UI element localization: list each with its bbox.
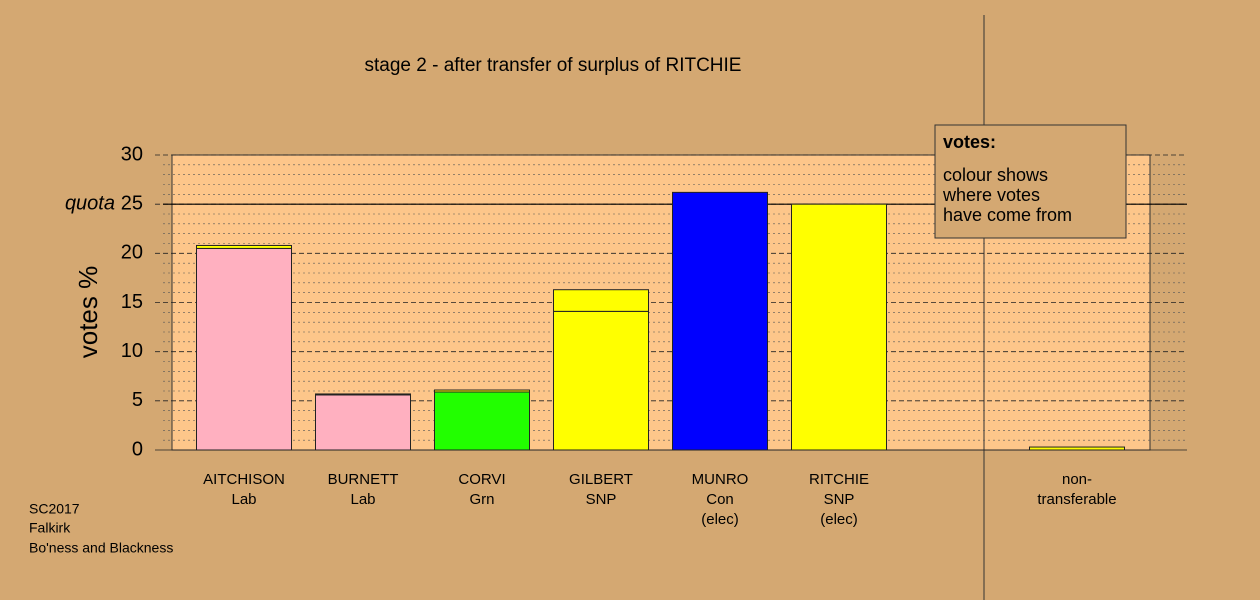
legend-text: have come from <box>943 205 1072 225</box>
footer-text: Falkirk <box>29 520 71 536</box>
x-tick-label: (elec) <box>701 511 739 528</box>
x-tick-label: Lab <box>231 491 256 508</box>
y-tick-label: 15 <box>121 291 143 313</box>
y-tick-label: 0 <box>132 438 143 460</box>
bar-segment <box>315 394 411 451</box>
x-tick-label: non- <box>1062 471 1092 488</box>
x-tick-label: GILBERT <box>569 471 633 488</box>
y-tick-label: 30 <box>121 143 143 165</box>
footer-text: Bo'ness and Blackness <box>29 540 173 556</box>
legend-title: votes: <box>943 132 996 152</box>
x-tick-label: SNP <box>586 491 617 508</box>
footer-text: SC2017 <box>29 501 80 517</box>
x-tick-label: BURNETT <box>328 471 399 488</box>
chart-title: stage 2 - after transfer of surplus of R… <box>365 55 742 76</box>
x-tick-label: (elec) <box>820 511 858 528</box>
bar-segment <box>791 203 887 451</box>
legend-text: where votes <box>942 185 1040 205</box>
x-tick-label: Lab <box>350 491 375 508</box>
bar-segment <box>434 389 530 393</box>
bar-segment <box>196 247 292 451</box>
legend-box <box>934 124 1127 239</box>
x-tick-label: Con <box>706 491 734 508</box>
y-tick-label: 25 <box>121 192 143 214</box>
x-tick-label: AITCHISON <box>203 471 285 488</box>
bar-segment <box>315 393 411 396</box>
bar-segment <box>672 191 768 451</box>
bar-segment <box>434 391 530 451</box>
legend-text: colour shows <box>943 165 1048 185</box>
plot: 0 5 10 15 20 25 30 quota AITCHISON Lab BURNETT Lab C… <box>65 143 1187 528</box>
bar-segment <box>196 244 292 249</box>
x-tick-label: RITCHIE <box>809 471 869 488</box>
y-tick-label: 5 <box>132 389 143 411</box>
quota-label: quota <box>65 192 115 214</box>
x-tick-label: transferable <box>1037 491 1116 508</box>
x-tick-label: SNP <box>824 491 855 508</box>
y-tick-label: 20 <box>121 242 143 264</box>
y-axis-label: votes % <box>73 266 103 359</box>
bar-segment <box>553 289 649 312</box>
bar-segment <box>553 310 649 451</box>
y-tick-label: 10 <box>121 340 143 362</box>
bar-segment <box>1029 446 1125 451</box>
x-tick-label: Grn <box>469 491 494 508</box>
x-tick-label: MUNRO <box>692 471 749 488</box>
x-tick-label: CORVI <box>458 471 505 488</box>
